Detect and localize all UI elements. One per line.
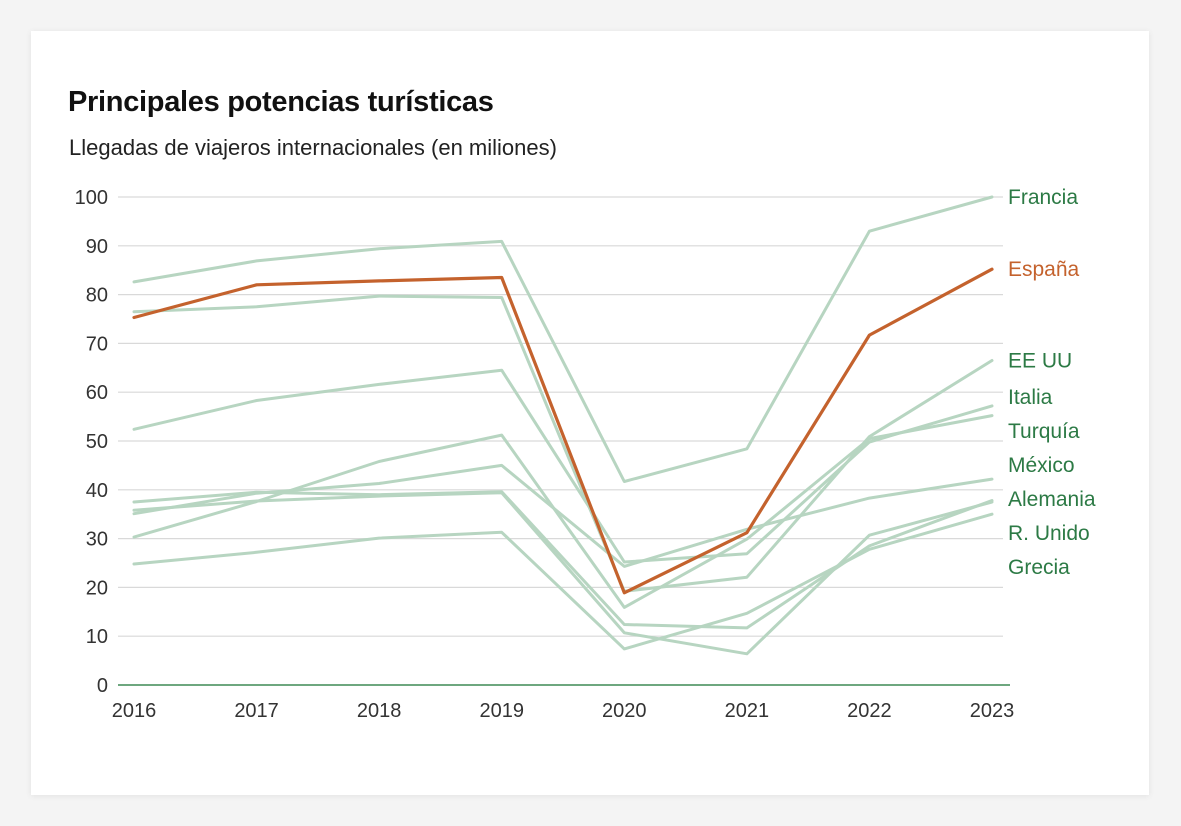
series-label-alemania: Alemania (1008, 488, 1096, 511)
y-tick-label: 70 (86, 333, 108, 355)
series-label-r-unido: R. Unido (1008, 522, 1090, 545)
y-tick-label: 30 (86, 529, 108, 551)
y-tick-label: 10 (86, 626, 108, 648)
series-label-italia: Italia (1008, 386, 1053, 409)
y-tick-label: 60 (86, 382, 108, 404)
x-tick-label: 2023 (970, 700, 1015, 722)
series-lines (132, 195, 994, 656)
y-tick-label: 90 (86, 236, 108, 258)
series-line-grecia (132, 512, 994, 651)
y-axis: 0 10 20 30 40 50 60 70 80 90 100 (75, 187, 108, 697)
series-line-espana (132, 267, 994, 595)
x-axis: 2016 2017 2018 2019 2020 2021 2022 2023 (112, 684, 1015, 722)
series-label-grecia: Grecia (1008, 556, 1070, 579)
series-label-espana: España (1008, 258, 1080, 281)
y-tick-label: 50 (86, 431, 108, 453)
x-tick-label: 2022 (847, 700, 892, 722)
series-line-italia (132, 368, 994, 564)
series-label-francia: Francia (1008, 186, 1078, 209)
series-labels: Francia España EE UU Italia Turquía México Ale… (1008, 186, 1096, 579)
series-label-ee-uu: EE UU (1008, 349, 1072, 372)
chart-subtitle: Llegadas de viajeros internacionales (en… (69, 135, 557, 160)
y-tick-label: 20 (86, 577, 108, 599)
y-tick-label: 100 (75, 187, 108, 209)
x-tick-label: 2018 (357, 700, 402, 722)
series-line-francia (132, 195, 994, 483)
series-line-r-unido (132, 491, 994, 656)
x-tick-label: 2016 (112, 700, 157, 722)
y-tick-label: 80 (86, 285, 108, 307)
series-line-turquia (132, 414, 994, 609)
series-line-alemania (132, 490, 994, 630)
x-tick-label: 2020 (602, 700, 647, 722)
y-tick-label: 0 (97, 675, 108, 697)
chart-title: Principales potencias turísticas (68, 86, 494, 118)
series-label-turquia: Turquía (1008, 420, 1080, 443)
y-tick-label: 40 (86, 480, 108, 502)
series-label-mexico: México (1008, 454, 1075, 477)
x-tick-label: 2021 (725, 700, 770, 722)
x-tick-label: 2017 (234, 700, 279, 722)
x-tick-label: 2019 (479, 700, 524, 722)
